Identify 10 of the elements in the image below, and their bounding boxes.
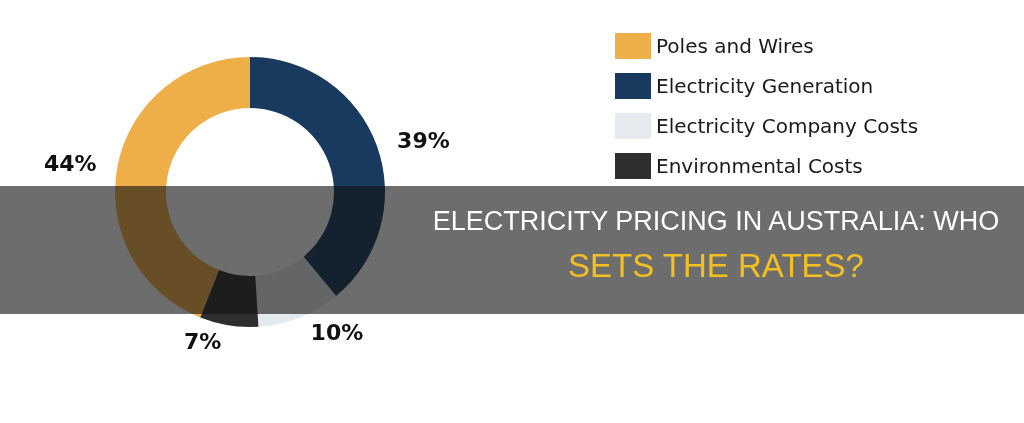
text: SETS THE RATES?: [567, 246, 865, 286]
legend-label: Environmental Costs: [656, 154, 863, 178]
data-label: 10%: [310, 319, 364, 345]
legend-label: Electricity Company Costs: [656, 114, 919, 138]
data-label: 39%: [397, 128, 450, 154]
text: ELECTRICITY PRICING IN AUSTRALIA: WHO: [431, 205, 1001, 238]
data-label: 7%: [184, 328, 222, 354]
legend-label: Electricity Generation: [656, 74, 874, 98]
data-label: 44%: [44, 151, 97, 177]
legend-label: Poles and Wires: [656, 34, 814, 58]
